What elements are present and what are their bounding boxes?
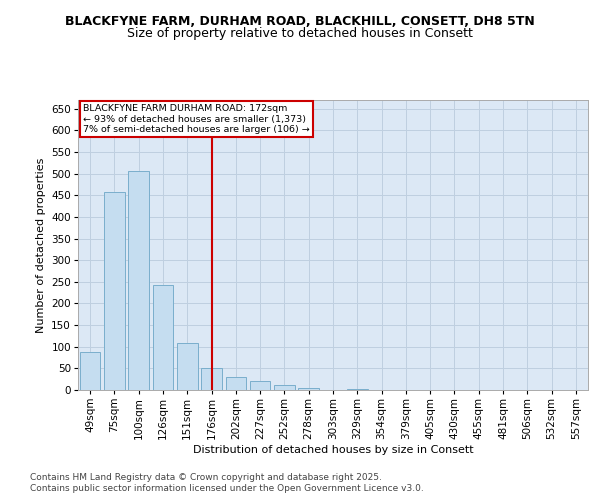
Bar [201,368,222,390]
Bar [128,170,149,390]
Text: BLACKFYNE FARM, DURHAM ROAD, BLACKHILL, CONSETT, DH8 5TN: BLACKFYNE FARM, DURHAM ROAD, BLACKHILL, … [65,15,535,28]
Text: Contains HM Land Registry data © Crown copyright and database right 2025.: Contains HM Land Registry data © Crown c… [30,472,382,482]
Bar [250,382,271,390]
Bar [80,352,100,390]
Text: BLACKFYNE FARM DURHAM ROAD: 172sqm
← 93% of detached houses are smaller (1,373)
: BLACKFYNE FARM DURHAM ROAD: 172sqm ← 93%… [83,104,310,134]
Text: Contains public sector information licensed under the Open Government Licence v3: Contains public sector information licen… [30,484,424,493]
Text: Size of property relative to detached houses in Consett: Size of property relative to detached ho… [127,28,473,40]
Bar [298,388,319,390]
Bar [274,385,295,390]
X-axis label: Distribution of detached houses by size in Consett: Distribution of detached houses by size … [193,444,473,454]
Bar [226,377,246,390]
Bar [347,389,368,390]
Bar [104,192,125,390]
Y-axis label: Number of detached properties: Number of detached properties [36,158,46,332]
Bar [152,285,173,390]
Bar [177,344,197,390]
